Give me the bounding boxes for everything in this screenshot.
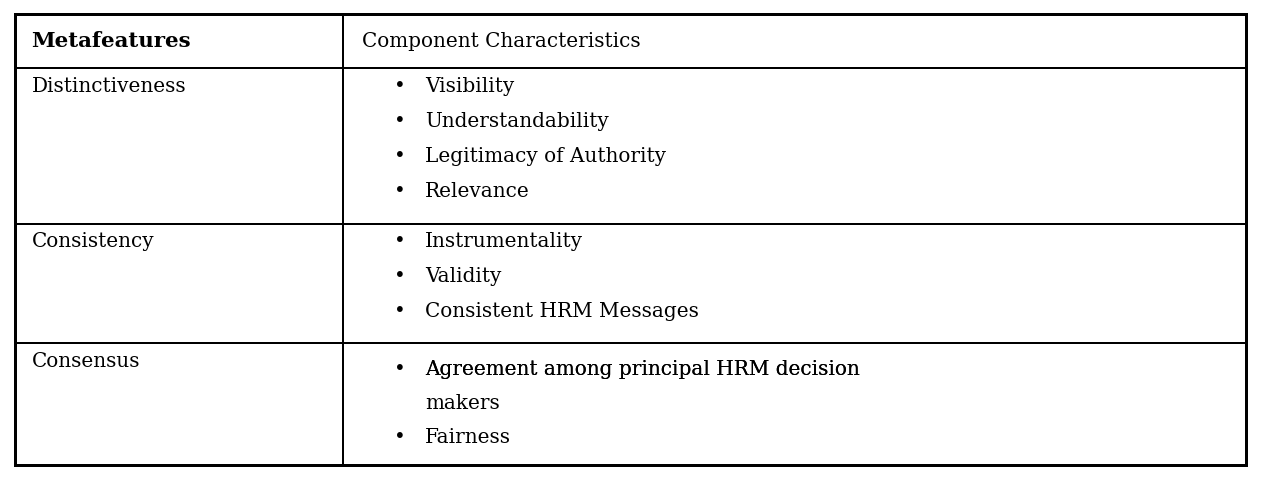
Text: •: • (393, 360, 405, 379)
Text: Visibility: Visibility (425, 77, 514, 95)
Text: Component Characteristics: Component Characteristics (362, 32, 641, 51)
Text: Consensus: Consensus (32, 352, 140, 371)
Text: Understandability: Understandability (425, 112, 609, 131)
Text: Distinctiveness: Distinctiveness (32, 77, 187, 96)
Text: Consistency: Consistency (32, 232, 154, 251)
Text: Metafeatures: Metafeatures (32, 32, 192, 51)
Text: Fairness: Fairness (425, 428, 511, 447)
Text: Legitimacy of Authority: Legitimacy of Authority (425, 147, 666, 166)
Text: Relevance: Relevance (425, 182, 530, 202)
Text: •: • (393, 302, 405, 321)
Text: •: • (393, 267, 405, 286)
Text: •: • (393, 428, 405, 447)
Text: makers: makers (425, 394, 499, 413)
Text: Agreement among principal HRM decision: Agreement among principal HRM decision (425, 360, 860, 379)
Text: Agreement among principal HRM decision: Agreement among principal HRM decision (425, 360, 860, 379)
Text: Validity: Validity (425, 267, 502, 286)
Text: Consistent HRM Messages: Consistent HRM Messages (425, 302, 699, 321)
Text: •: • (393, 77, 405, 95)
Text: •: • (393, 112, 405, 131)
Text: Instrumentality: Instrumentality (425, 232, 583, 251)
Text: •: • (393, 182, 405, 202)
Text: •: • (393, 147, 405, 166)
Text: •: • (393, 232, 405, 251)
